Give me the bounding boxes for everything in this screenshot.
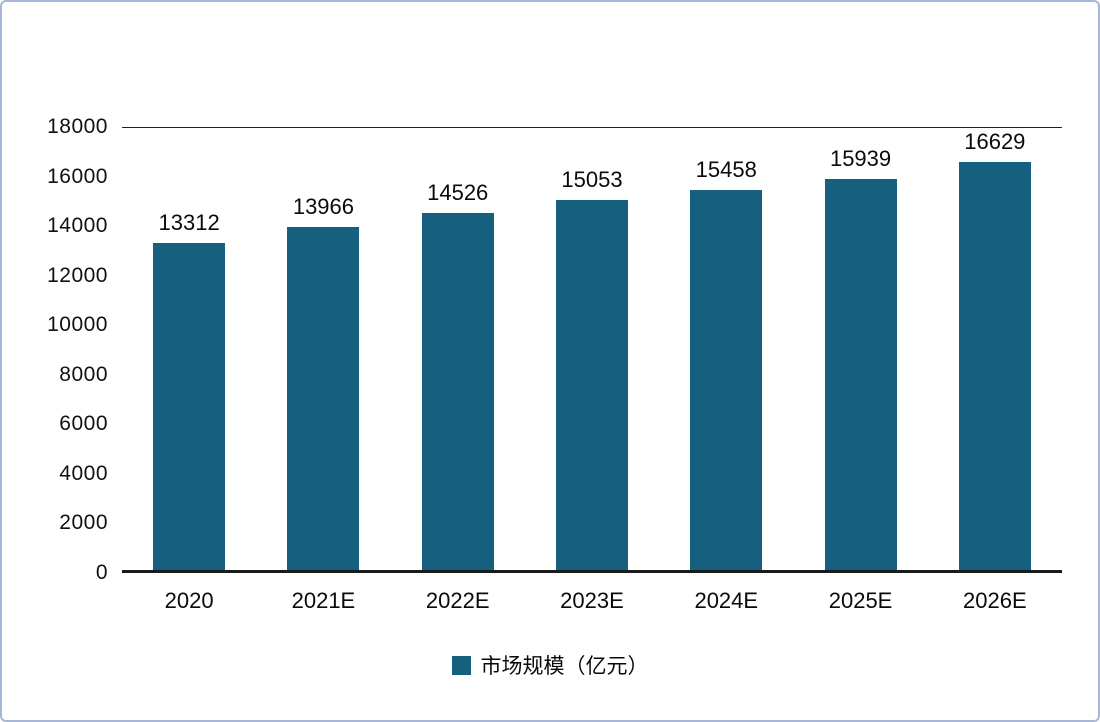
legend: 市场规模（亿元）: [2, 650, 1098, 680]
bar-column: 15053: [525, 128, 659, 570]
y-tick-label: 4000: [59, 461, 108, 485]
y-tick-label: 18000: [47, 115, 108, 138]
x-tick-label: 2022E: [425, 588, 490, 613]
bar: 13312: [153, 210, 226, 570]
bar-column: 15458: [659, 128, 793, 570]
y-tick-label: 6000: [59, 412, 108, 436]
bar-column: 16629: [928, 128, 1062, 570]
x-tick-label: 2021E: [291, 588, 356, 613]
x-tick-label: 2020: [164, 588, 214, 613]
legend-swatch-icon: [451, 655, 471, 675]
bar-value-label: 15053: [561, 167, 623, 193]
y-tick-label: 10000: [47, 313, 108, 337]
bar-column: 15939: [793, 128, 927, 570]
legend-label: 市场规模（亿元）: [480, 655, 649, 678]
bar: 16629: [958, 129, 1031, 570]
bar-column: 13312: [122, 128, 256, 570]
x-axis: 2020 2021E 2022E 2023E 2024E 2025E 2026E: [122, 588, 1062, 614]
bar: 14526: [421, 180, 494, 570]
bar-column: 13966: [256, 128, 390, 570]
y-tick-label: 8000: [59, 362, 108, 386]
y-tick-label: 12000: [47, 263, 108, 287]
bar-value-label: 15939: [829, 145, 892, 171]
y-tick-label: 14000: [47, 214, 108, 238]
bar: 15939: [824, 146, 897, 570]
bar: 13966: [287, 194, 360, 570]
y-tick-label: 16000: [47, 164, 108, 188]
x-tick-label: 2023E: [560, 588, 624, 613]
bar-value-label: 16629: [964, 128, 1026, 154]
x-tick-label: 2025E: [828, 588, 893, 613]
bar-column: 14526: [391, 128, 525, 570]
bar: 15458: [690, 157, 763, 570]
x-tick-label: 2026E: [963, 588, 1027, 613]
bar-value-label: 14526: [427, 180, 489, 206]
bar: 15053: [555, 167, 628, 570]
bar-value-label: 13966: [292, 194, 355, 220]
y-tick-label: 2000: [59, 511, 108, 535]
bars-row: 13312 13966 14526 15053 15458 15939 16629: [122, 128, 1062, 570]
y-axis: 18000 16000 14000 12000 10000 8000 6000 4000 200…: [2, 115, 108, 584]
bar-value-label: 13312: [158, 210, 220, 236]
plot-area: 13312 13966 14526 15053 15458 15939 16629: [122, 127, 1062, 573]
y-tick-label: 0: [95, 561, 108, 584]
x-tick-label: 2024E: [694, 588, 759, 613]
bar-value-label: 15458: [695, 157, 757, 183]
